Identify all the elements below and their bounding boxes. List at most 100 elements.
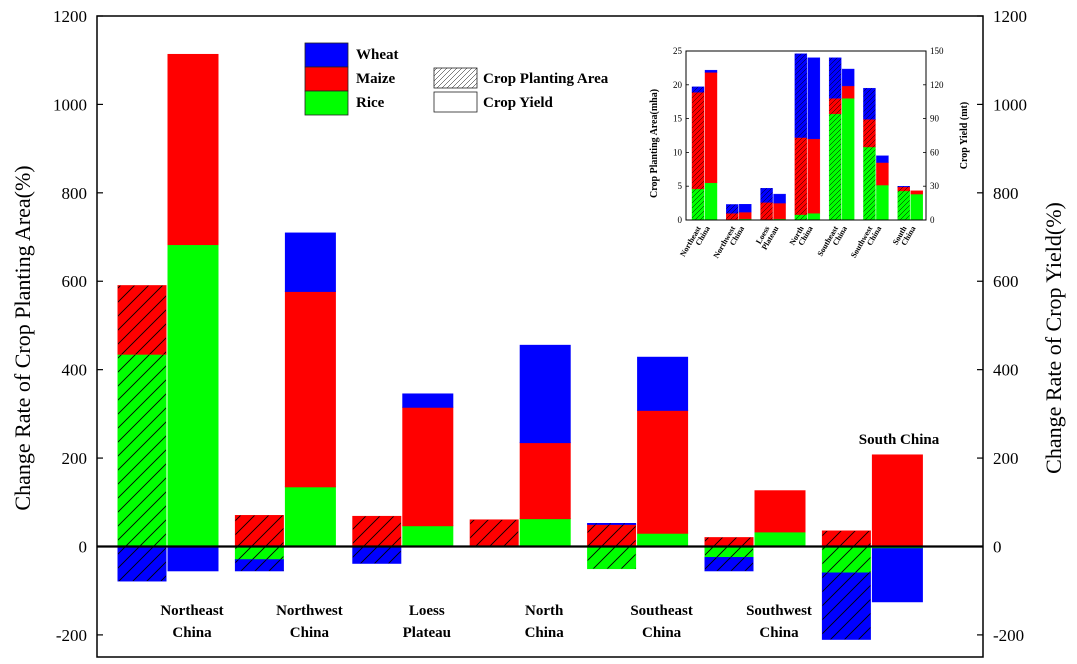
inset-frame <box>685 50 927 221</box>
inset-yield-southeast-china-maize-bar <box>841 85 855 99</box>
crop-planting-area-legend-label: Crop Planting Area <box>483 71 609 87</box>
inset-area-northwest-china-maize-hatch <box>726 213 739 220</box>
area-southeast-china-wheat-hatch <box>587 523 636 525</box>
category-label: China <box>642 625 682 641</box>
wheat-legend-label: Wheat <box>356 47 399 63</box>
inset-y2-tick-label: 0 <box>930 215 935 225</box>
maize-legend-swatch <box>304 66 349 92</box>
inset-area-south-china-maize-hatch <box>897 186 910 191</box>
inset-yield-northwest-china-maize-bar <box>739 211 752 220</box>
inset-yield-southeast-china-rice-bar <box>841 98 855 221</box>
yield-southwest-china-maize-bar <box>754 490 806 533</box>
inset-yield-south-china-rice-bar <box>910 193 923 221</box>
y-tick-label: 1200 <box>53 7 87 26</box>
crop-yield-legend-label: Crop Yield <box>483 95 554 111</box>
inset-yield-south-china-maize-bar <box>910 190 923 195</box>
area-northwest-china-maize-hatch <box>235 515 284 547</box>
yield-loess-plateau-wheat-bar <box>402 393 454 408</box>
y-tick-label: 400 <box>62 361 88 380</box>
yield-southeast-china-rice-bar <box>637 532 689 547</box>
inset-y2-tick-label: 150 <box>930 46 944 56</box>
inset-area-loess-plateau-maize-hatch <box>760 202 773 220</box>
inset-y-tick-label: 15 <box>673 114 683 124</box>
area-southwest-china-rice-hatch <box>705 546 753 558</box>
main-plot-axes: -200020040060080010001200-20002004006008… <box>53 7 1027 658</box>
y2-tick-label: 400 <box>993 361 1019 380</box>
yield-south-china-maize-bar <box>871 454 923 547</box>
inset-yield-north-china-maize-bar <box>807 138 821 214</box>
plot-frame <box>96 15 984 658</box>
inset-y2-tick-label: 90 <box>930 114 940 124</box>
y-tick-label: 800 <box>62 184 88 203</box>
area-southwest-china-wheat-hatch <box>705 557 753 571</box>
inset-area-southwest-china-rice-hatch <box>863 146 876 220</box>
inset-yield-north-china-wheat-bar <box>807 57 821 140</box>
yield-loess-plateau-maize-bar <box>402 406 454 527</box>
inset-y-tick-label: 20 <box>673 80 683 90</box>
crop-yield-legend-swatch <box>433 91 478 113</box>
area-loess-plateau-wheat-hatch <box>352 546 401 564</box>
y2-tick-label: -200 <box>993 626 1024 645</box>
y2-tick-label: 800 <box>993 184 1019 203</box>
category-label: Plateau <box>403 625 451 641</box>
inset-yield-northeast-china-wheat-bar <box>704 69 718 73</box>
category-label: China <box>290 625 330 641</box>
inset-area-north-china-rice-hatch <box>794 214 807 220</box>
category-label: Southeast <box>630 603 693 619</box>
area-northeast-china-wheat-hatch <box>118 546 166 581</box>
inset-area-southeast-china-maize-hatch <box>829 98 842 114</box>
area-southeast-china-maize-hatch <box>587 524 636 547</box>
category-label: Loess <box>409 603 445 619</box>
area-loess-plateau-maize-hatch <box>352 516 401 547</box>
inset-area-southeast-china-rice-hatch <box>829 113 842 220</box>
y-tick-label: 600 <box>62 272 88 291</box>
y-tick-label: 0 <box>79 537 88 556</box>
y2-axis-label: Change Rate of Crop Yield(%) <box>1041 202 1066 474</box>
yield-southeast-china-wheat-bar <box>637 356 689 411</box>
inset-y-tick-label: 25 <box>673 46 683 56</box>
inset-yield-southwest-china-wheat-bar <box>876 155 889 163</box>
inset-area-northwest-china-wheat-hatch <box>726 204 739 214</box>
category-label: Northwest <box>276 603 343 619</box>
area-northwest-china-rice-hatch <box>235 546 284 560</box>
inset-y-axis-label: Crop Planting Area(mha) <box>649 89 660 198</box>
yield-south-china-wheat-bar <box>871 548 923 603</box>
rice-legend-swatch <box>304 90 349 116</box>
crop-planting-area-legend-swatch <box>433 67 478 89</box>
yield-north-china-wheat-bar <box>519 344 571 444</box>
rice-legend-label: Rice <box>356 95 385 111</box>
inset-yield-southwest-china-rice-bar <box>876 184 889 221</box>
legend: Wheat Maize Rice Crop Planting Area Crop Yie… <box>304 42 609 116</box>
yield-northeast-china-wheat-bar <box>167 545 219 572</box>
yield-northwest-china-rice-bar <box>284 486 336 547</box>
y2-tick-label: 0 <box>993 537 1002 556</box>
inset-yield-southeast-china-wheat-bar <box>841 68 855 87</box>
inset-y2-tick-label: 60 <box>930 147 940 157</box>
yield-northwest-china-wheat-bar <box>284 232 336 292</box>
category-label: Southwest <box>746 603 812 619</box>
area-southwest-china-maize-hatch <box>705 537 753 547</box>
inset-yield-loess-plateau-maize-bar <box>773 202 786 220</box>
inset-area-southeast-china-wheat-hatch <box>829 57 842 99</box>
inset-area-loess-plateau-wheat-hatch <box>760 188 773 203</box>
category-label: China <box>525 625 565 641</box>
inset-yield-southwest-china-maize-bar <box>876 162 889 186</box>
inset-y2-tick-label: 30 <box>930 181 940 191</box>
yield-northeast-china-maize-bar <box>167 53 219 246</box>
y-tick-label: -200 <box>56 626 87 645</box>
y-tick-label: 1000 <box>53 95 87 114</box>
yield-northwest-china-maize-bar <box>284 290 336 488</box>
category-label: China <box>759 625 799 641</box>
area-northeast-china-maize-hatch <box>118 285 166 355</box>
inset-area-northeast-china-wheat-hatch <box>692 86 704 93</box>
yield-southwest-china-rice-bar <box>754 531 806 547</box>
yield-loess-plateau-rice-bar <box>402 525 454 547</box>
inset-y2-tick-label: 120 <box>930 80 944 90</box>
inset-area-south-china-rice-hatch <box>897 190 910 220</box>
area-northwest-china-wheat-hatch <box>235 559 284 571</box>
y2-tick-label: 1200 <box>993 7 1027 26</box>
inset-yield-northeast-china-rice-bar <box>704 182 718 221</box>
inset-y2-axis-label: Crop Yield (mt) <box>959 102 970 169</box>
inset-yield-north-china-rice-bar <box>807 213 821 221</box>
area-north-china-maize-hatch <box>470 519 519 547</box>
